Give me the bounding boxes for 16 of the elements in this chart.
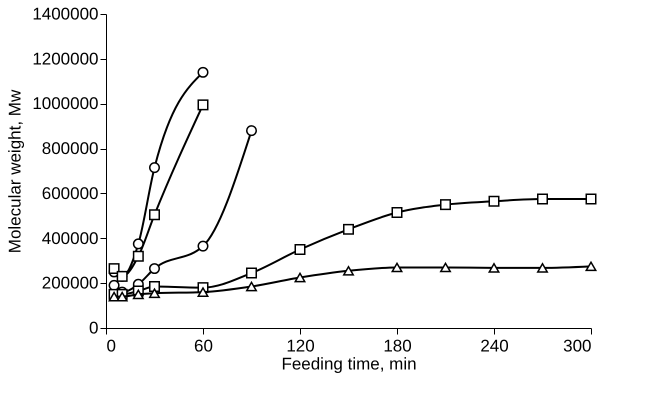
y-tick-label: 1000000	[32, 94, 98, 114]
y-tick-label: 1200000	[32, 49, 98, 68]
x-tick-label: 240	[480, 336, 509, 356]
y-tick-label: 600000	[42, 184, 98, 203]
x-tick-label: 180	[383, 336, 412, 356]
y-tick-label: 0	[89, 318, 98, 338]
y-tick-label: 1400000	[32, 4, 98, 24]
x-axis-title: Feeding time, min	[281, 354, 417, 374]
y-axis-title: Molecular weight, Mw	[5, 89, 24, 254]
y-tick-label: 400000	[42, 228, 98, 248]
x-tick-label: 0	[106, 336, 116, 356]
y-tick-label: 200000	[42, 274, 98, 293]
x-tick-label: 120	[286, 336, 315, 356]
y-tick-label: 800000	[42, 139, 98, 158]
x-tick-label: 300	[563, 336, 592, 356]
x-tick-label: 60	[194, 336, 213, 356]
